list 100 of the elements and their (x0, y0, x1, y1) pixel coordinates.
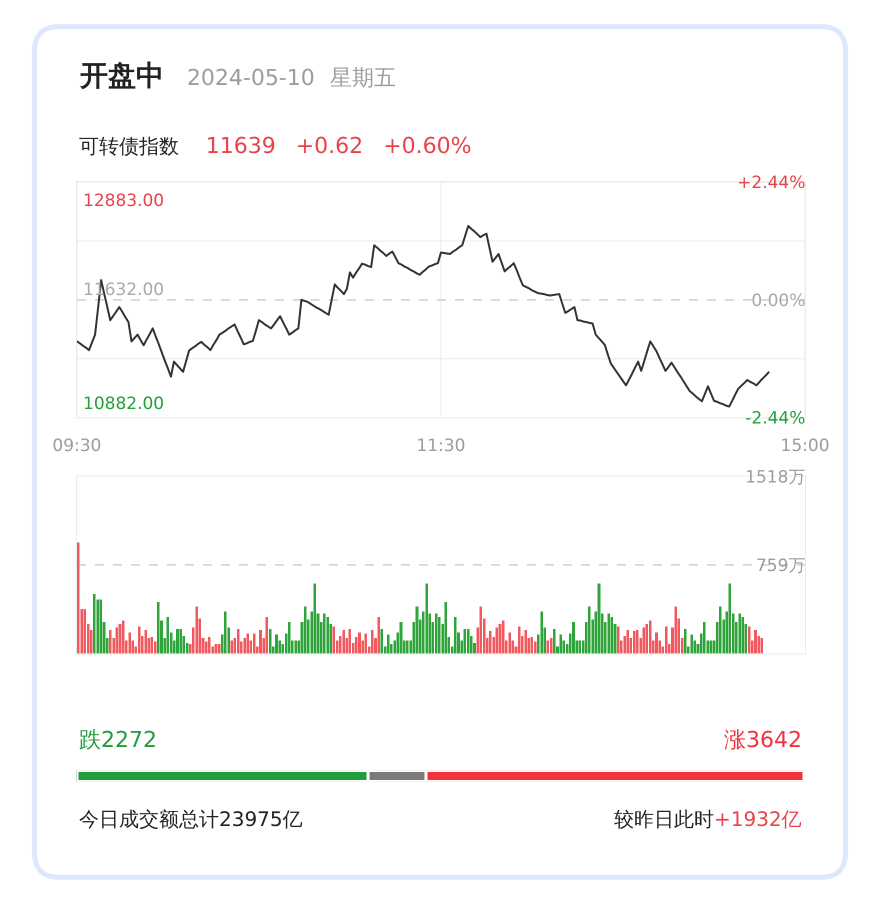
bar (425, 583, 428, 654)
bar (610, 617, 614, 654)
bar (380, 628, 384, 654)
bar (371, 630, 374, 654)
annotation: 10882.00 (83, 394, 164, 414)
bar (489, 631, 492, 654)
bar (434, 614, 438, 654)
bar (128, 632, 131, 654)
bar (332, 626, 336, 654)
bar (524, 630, 527, 654)
bar (741, 617, 744, 654)
bar (480, 606, 482, 654)
bar (508, 632, 511, 654)
bar (236, 628, 240, 654)
bar (252, 634, 256, 654)
bar (655, 632, 658, 654)
bar (208, 637, 211, 654)
bar (144, 630, 147, 654)
bar (377, 617, 380, 654)
bar (358, 632, 361, 654)
bar (179, 628, 182, 654)
bar (438, 617, 441, 654)
bar (342, 630, 345, 654)
bar (632, 631, 636, 654)
bar (122, 620, 124, 654)
bar (109, 630, 112, 654)
bar (690, 634, 693, 654)
bar (588, 606, 591, 654)
bar (400, 622, 402, 654)
y-tick-label: +2.44% (737, 173, 806, 194)
x-tick-label: 15:00 (780, 436, 830, 456)
bar (546, 640, 550, 654)
bar (719, 606, 722, 654)
bar (157, 602, 160, 654)
bar (710, 640, 712, 654)
bar (498, 624, 502, 654)
bar (93, 594, 96, 654)
y-tick-label: 759万 (756, 556, 806, 576)
bar (466, 628, 470, 654)
bar (496, 628, 498, 654)
series-label: 跌2272 (79, 728, 157, 753)
bar (230, 640, 234, 654)
series-label: 涨3642 (724, 728, 802, 753)
bar (176, 628, 179, 654)
bar (84, 609, 86, 654)
bar (550, 638, 552, 654)
bar (572, 622, 575, 654)
y-tick-label: -2.44% (745, 408, 806, 429)
bar (760, 638, 764, 654)
bar (246, 634, 250, 654)
bar (464, 628, 466, 654)
bar (214, 644, 218, 654)
x-tick-label: 09:30 (52, 436, 102, 456)
bar (326, 617, 329, 654)
bar (553, 628, 556, 654)
bar (259, 630, 262, 654)
bar (502, 620, 504, 654)
bar (559, 634, 562, 654)
bar (636, 630, 639, 654)
bar (386, 634, 390, 654)
bar (684, 628, 687, 654)
bar (195, 606, 198, 654)
bar (626, 630, 630, 654)
bar (268, 628, 272, 654)
bar (77, 542, 80, 654)
bar (607, 614, 610, 654)
bar (218, 644, 220, 654)
bar (266, 617, 268, 654)
bar (540, 611, 543, 654)
bar (646, 624, 648, 654)
bar (348, 628, 352, 654)
bar (748, 626, 750, 654)
bar (664, 626, 668, 654)
bar (518, 626, 520, 654)
bar (166, 617, 170, 654)
bar (454, 617, 457, 654)
bar (674, 606, 677, 654)
bar (648, 620, 652, 654)
bar (598, 583, 600, 654)
bar (416, 606, 418, 654)
bar (100, 600, 102, 654)
bar (138, 626, 140, 654)
bar (150, 637, 154, 654)
y-tick-label: 1518万 (745, 467, 806, 488)
y-tick-label: 0.00% (751, 290, 806, 311)
bar (616, 626, 620, 654)
bar (444, 602, 448, 654)
bar (738, 614, 741, 654)
bar (116, 628, 118, 654)
bar (323, 614, 326, 654)
bar (642, 628, 646, 654)
bar (314, 583, 316, 654)
bar (728, 583, 732, 654)
annotation: 12883.00 (83, 191, 164, 211)
text: 较昨日此时+1932亿 (614, 807, 802, 831)
bar (754, 630, 757, 654)
bar (224, 611, 227, 654)
bar (304, 606, 306, 654)
bar (406, 640, 409, 654)
bar (703, 622, 706, 654)
